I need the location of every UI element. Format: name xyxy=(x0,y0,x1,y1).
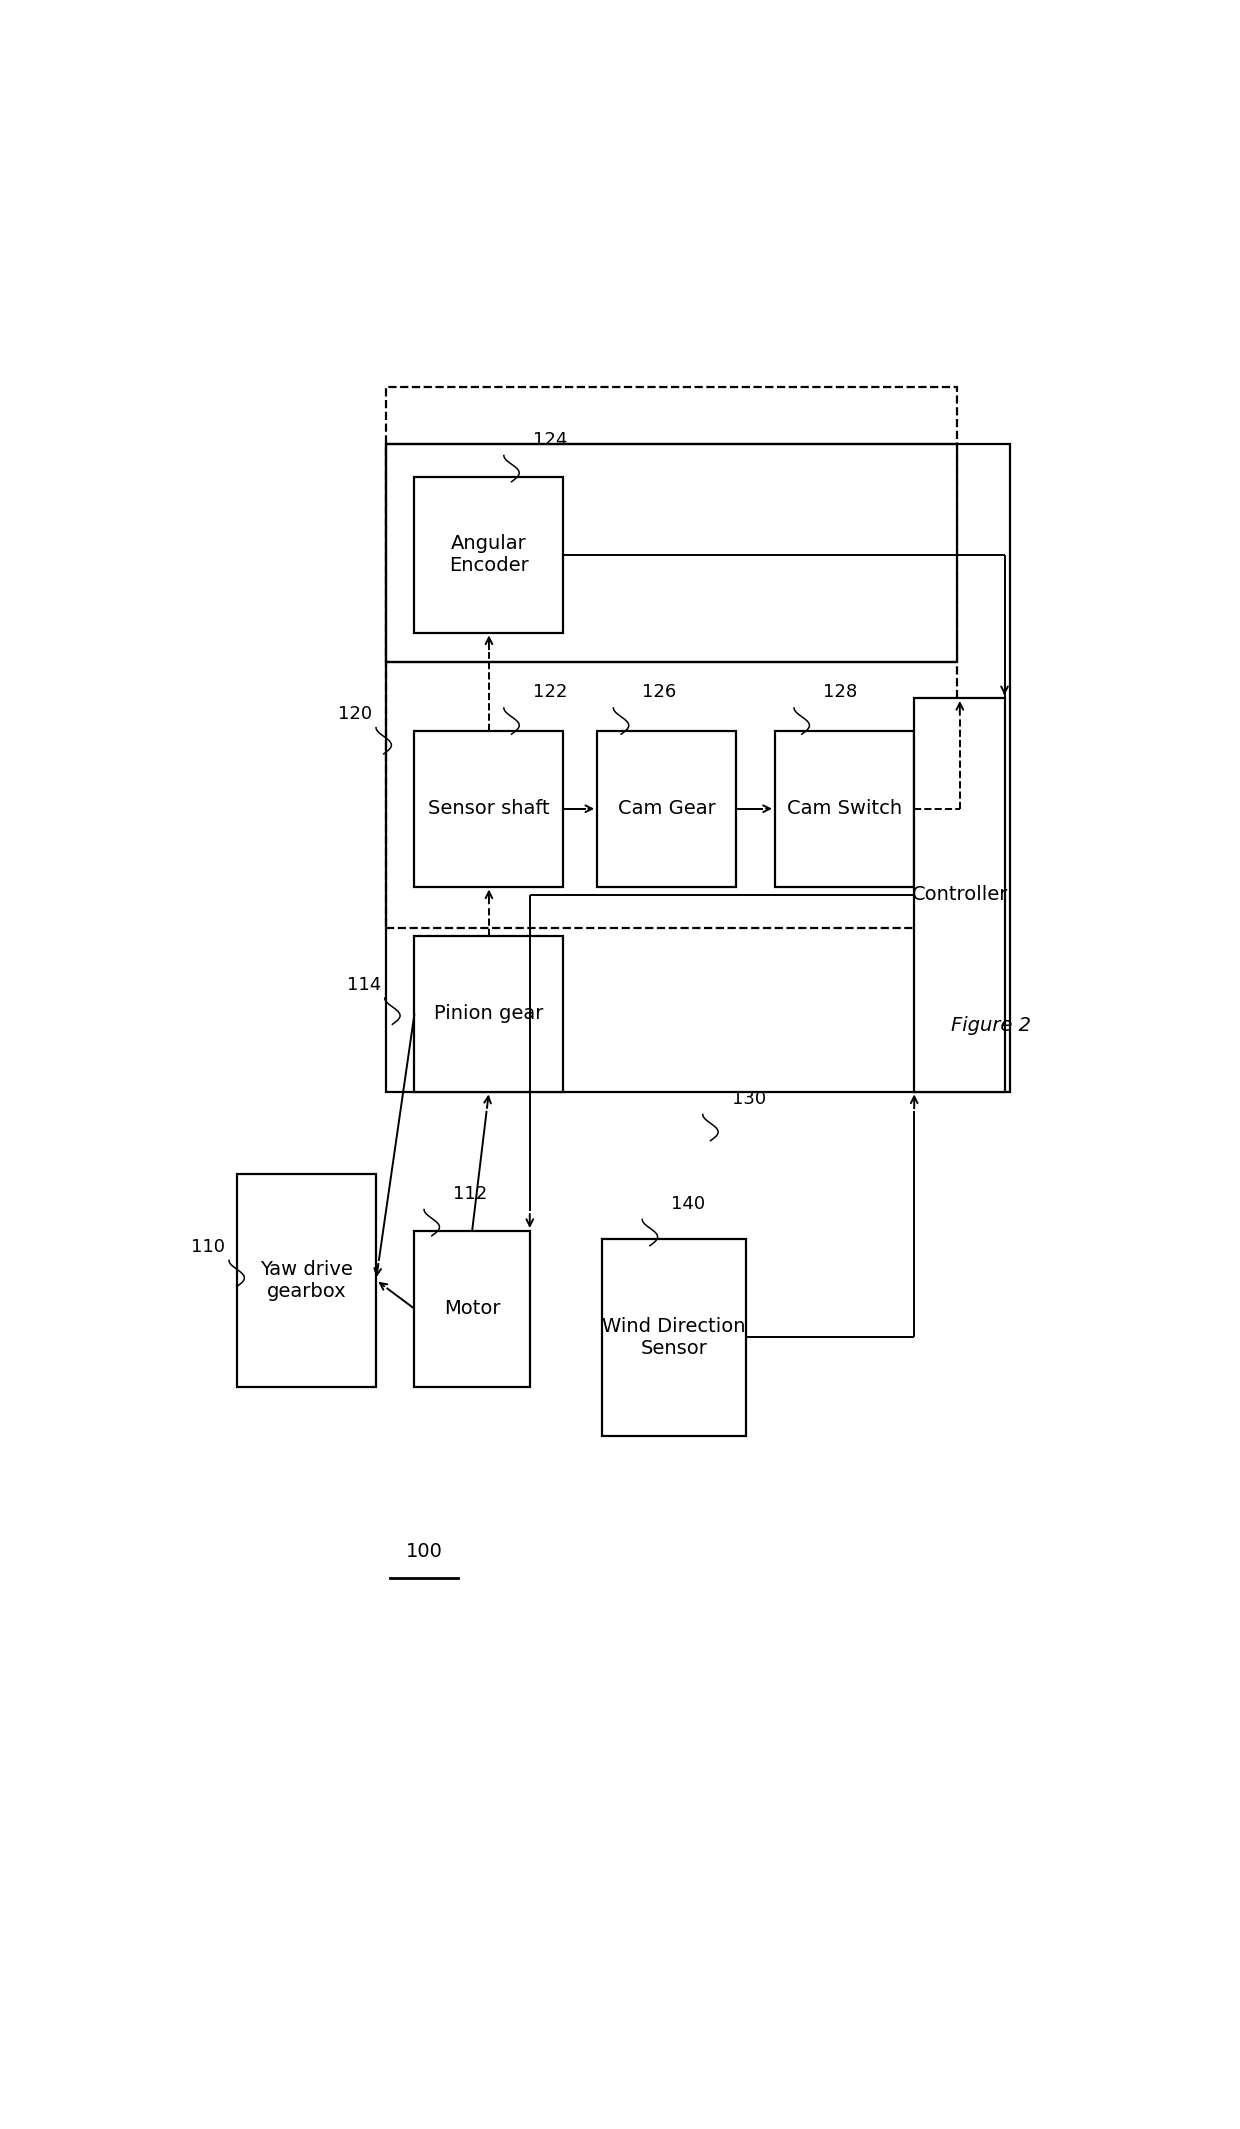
Bar xyxy=(414,477,563,632)
Bar xyxy=(237,1173,376,1386)
Text: Cam Switch: Cam Switch xyxy=(787,798,901,818)
Text: 126: 126 xyxy=(642,683,677,700)
Text: Sensor shaft: Sensor shaft xyxy=(428,798,549,818)
Text: 100: 100 xyxy=(405,1541,443,1561)
Text: 140: 140 xyxy=(671,1194,706,1214)
Text: 112: 112 xyxy=(453,1186,487,1203)
Text: Controller: Controller xyxy=(911,886,1008,905)
Text: Yaw drive
gearbox: Yaw drive gearbox xyxy=(260,1260,353,1301)
Bar xyxy=(414,730,563,886)
Text: 120: 120 xyxy=(339,705,372,724)
Text: Angular
Encoder: Angular Encoder xyxy=(449,534,528,575)
Text: Figure 2: Figure 2 xyxy=(951,1016,1032,1035)
Bar xyxy=(414,937,563,1092)
Text: Pinion gear: Pinion gear xyxy=(434,1005,543,1024)
Text: 114: 114 xyxy=(347,975,381,994)
Text: Wind Direction
Sensor: Wind Direction Sensor xyxy=(603,1318,745,1358)
Text: Motor: Motor xyxy=(444,1299,501,1318)
Bar xyxy=(386,445,957,662)
Text: Cam Gear: Cam Gear xyxy=(618,798,715,818)
Text: 110: 110 xyxy=(191,1239,226,1256)
Text: 124: 124 xyxy=(533,430,567,449)
Bar xyxy=(596,730,737,886)
Bar xyxy=(914,698,1006,1092)
Bar xyxy=(414,1231,529,1386)
Text: 122: 122 xyxy=(533,683,567,700)
Bar xyxy=(601,1239,746,1435)
Bar xyxy=(386,445,1011,1092)
Text: 130: 130 xyxy=(732,1090,766,1107)
Bar xyxy=(386,387,957,928)
Text: 128: 128 xyxy=(823,683,857,700)
Bar xyxy=(775,730,914,886)
